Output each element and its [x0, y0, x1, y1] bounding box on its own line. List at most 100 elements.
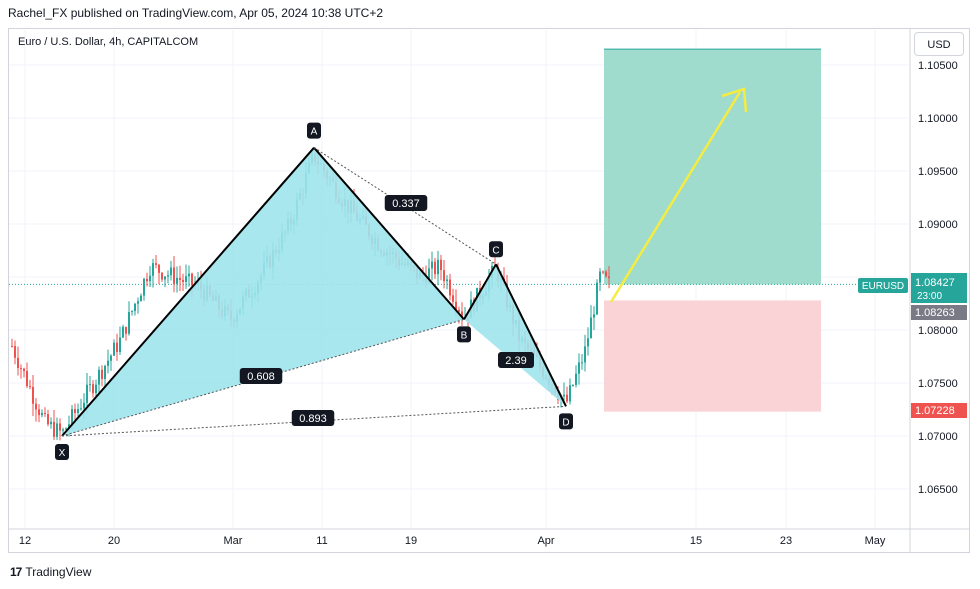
pattern-bcd-fill: [464, 264, 566, 407]
stop-price: 1.07228: [915, 405, 955, 417]
footer: 17 TradingView: [10, 565, 91, 579]
candle-body: [164, 276, 166, 280]
pattern-point-label: C: [492, 245, 499, 256]
candle-body: [14, 346, 16, 358]
candle-body: [155, 263, 157, 265]
pattern-point-box: [307, 122, 321, 139]
candle-body: [161, 272, 163, 280]
candle-body: [131, 311, 133, 313]
candle-body: [56, 423, 58, 437]
symbol-tag: EURUSD: [862, 281, 904, 292]
price-tick-label: 1.06500: [918, 484, 958, 496]
candle-body: [605, 271, 607, 277]
publisher-header: Rachel_FX published on TradingView.com, …: [8, 6, 384, 20]
current-price-box: [911, 273, 967, 303]
pattern-point-box: [559, 413, 573, 430]
currency-button[interactable]: USD: [914, 32, 964, 56]
candle-body: [461, 311, 463, 319]
candle-body: [44, 412, 46, 415]
chart-frame: [8, 28, 970, 553]
candle-body: [86, 384, 88, 403]
candle-body: [458, 309, 460, 312]
candle-body: [53, 421, 55, 437]
candle-body: [143, 278, 145, 296]
candle-body: [587, 338, 589, 347]
candle-body: [65, 428, 67, 430]
pattern-leg: [313, 147, 465, 321]
candle-body: [98, 369, 100, 385]
candle-body: [140, 295, 142, 302]
pattern-point-label: A: [311, 127, 318, 138]
candle-body: [26, 371, 28, 387]
projection-arrow: [609, 87, 748, 303]
candle-body: [428, 268, 430, 284]
candle-body: [134, 303, 136, 312]
candle-body: [20, 368, 22, 370]
price-tick-label: 1.08000: [918, 325, 958, 337]
price-tick-label: 1.09500: [918, 166, 958, 178]
candle-body: [176, 277, 178, 284]
candle-body: [593, 314, 595, 318]
candle-body: [77, 409, 79, 414]
candle-body: [146, 278, 148, 282]
candle-body: [455, 301, 457, 310]
candle-body: [11, 345, 13, 347]
profit-zone: [604, 49, 821, 285]
price-tick-label: 1.07000: [918, 431, 958, 443]
candle-body: [128, 312, 130, 334]
time-tick-label: 11: [316, 535, 327, 547]
candle-body: [119, 337, 121, 353]
candle-body: [32, 386, 34, 404]
candle-body: [167, 275, 169, 277]
candle-body: [83, 402, 85, 409]
candle-body: [149, 275, 151, 282]
ratio-label-box: [498, 352, 534, 368]
candle-body: [158, 264, 160, 273]
candle-body: [47, 414, 49, 425]
footer-brand: TradingView: [25, 565, 92, 579]
position-zones: [9, 48, 908, 412]
candle-body: [434, 261, 436, 275]
candle-body: [29, 386, 31, 388]
candle-body: [563, 394, 565, 397]
time-tick-label: Mar: [224, 535, 243, 547]
candle-body: [89, 384, 91, 386]
candle-body: [608, 276, 610, 279]
pattern-point-label: X: [59, 448, 66, 459]
time-tick-label: 12: [19, 535, 31, 547]
price-tick-label: 1.10000: [918, 113, 958, 125]
candle-body: [581, 362, 583, 364]
candle-body: [566, 394, 568, 402]
candle-body: [113, 342, 115, 356]
candle-body: [74, 409, 76, 414]
time-tick-label: 23: [780, 535, 792, 547]
candle-body: [191, 273, 193, 286]
candle-body: [152, 263, 154, 276]
candle-body: [92, 384, 94, 394]
time-tick-label: May: [865, 535, 886, 547]
candle-body: [449, 279, 451, 296]
candle-body: [23, 368, 25, 372]
ratio-label: 0.337: [392, 198, 420, 210]
candle-body: [116, 342, 118, 353]
time-axis: 12 20 Mar 11 19 Apr 15 23 May: [9, 528, 969, 547]
stop-price-box: [911, 403, 967, 418]
price-labels: EURUSD 1.08427 23:00 1.08263 1.07228: [858, 273, 967, 418]
candle-body: [431, 261, 433, 269]
candle-body: [440, 259, 442, 271]
time-tick-label: 15: [690, 535, 702, 547]
candle-body: [170, 267, 172, 276]
pattern-point-box: [55, 444, 69, 460]
candle-body: [185, 276, 187, 283]
pattern-point-label: B: [461, 330, 468, 341]
candle-body: [188, 273, 190, 277]
symbol-title: Euro / U.S. Dollar, 4h, CAPITALCOM: [18, 36, 199, 48]
candle-body: [137, 301, 139, 304]
candle-body: [125, 326, 127, 334]
entry-price-box: [911, 305, 967, 320]
time-tick-label: 20: [108, 535, 120, 547]
pattern-leg: [495, 263, 567, 407]
time-tick-label: 19: [405, 535, 417, 547]
ratio-label: 0.893: [299, 413, 327, 425]
